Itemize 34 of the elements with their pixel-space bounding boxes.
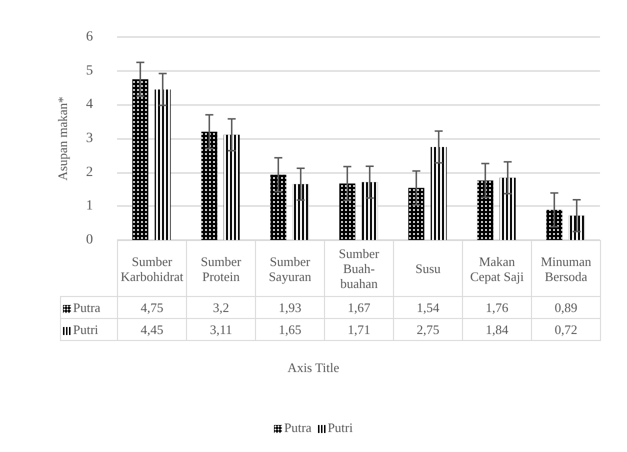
text: Axis Title xyxy=(288,360,340,375)
y-tick-label: 6 xyxy=(86,30,93,44)
y-tick-label: 3 xyxy=(86,131,93,146)
y-tick-label: 4 xyxy=(86,97,93,112)
y-axis-title: Asupan makan* xyxy=(55,96,70,181)
data-label: 1,93 xyxy=(256,296,324,318)
data-label: 1,54 xyxy=(394,296,462,318)
legend-label: Putri xyxy=(60,318,118,340)
x-tick-label: Sumber Protein xyxy=(186,240,256,296)
data-label: 3,2 xyxy=(186,296,256,318)
y-tick-label: 1 xyxy=(86,198,93,214)
data-label: 1,67 xyxy=(324,296,394,318)
data-label: 0,89 xyxy=(532,296,600,318)
y-tick-label: 5 xyxy=(86,63,93,78)
text: Putra xyxy=(284,420,312,435)
text: Putri xyxy=(328,420,353,435)
y-tick-label: 2 xyxy=(86,164,93,180)
data-label: 1,71 xyxy=(324,318,394,340)
x-tick-label: Sumber Karbohidrat xyxy=(118,240,186,296)
data-label: 4,45 xyxy=(118,318,186,340)
data-label: 4,75 xyxy=(118,296,186,318)
x-tick-label: Sumber Sayuran xyxy=(256,240,324,296)
data-label: 3,11 xyxy=(186,318,256,340)
data-label: 1,76 xyxy=(462,296,532,318)
x-tick-label: Minuman Bersoda xyxy=(532,240,600,296)
x-tick-label: Sumber Buah-buahan xyxy=(324,240,394,296)
legend-label: Putra xyxy=(60,296,118,318)
data-label: 2,75 xyxy=(394,318,462,340)
data-label: 0,72 xyxy=(532,318,600,340)
data-label: 1,84 xyxy=(462,318,532,340)
data-label: 1,65 xyxy=(256,318,324,340)
y-tick-label: 0 xyxy=(86,232,93,248)
x-tick-label: Makan Cepat Saji xyxy=(462,240,532,296)
x-tick-label: Susu xyxy=(394,240,462,296)
